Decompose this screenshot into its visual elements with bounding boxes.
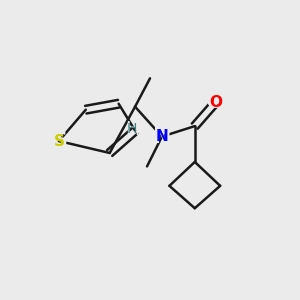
- Text: O: O: [206, 92, 225, 112]
- Text: S: S: [51, 131, 67, 151]
- Text: H: H: [125, 120, 139, 139]
- Text: S: S: [53, 134, 64, 148]
- Text: N: N: [156, 129, 168, 144]
- Text: H: H: [127, 122, 137, 136]
- Text: N: N: [153, 127, 171, 147]
- Text: O: O: [209, 95, 222, 110]
